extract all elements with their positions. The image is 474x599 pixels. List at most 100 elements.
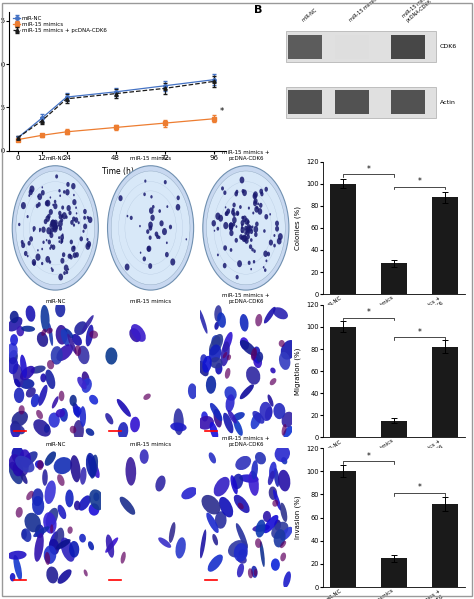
Ellipse shape xyxy=(281,340,297,359)
Ellipse shape xyxy=(225,386,237,401)
Ellipse shape xyxy=(267,395,273,407)
Ellipse shape xyxy=(211,335,221,347)
Circle shape xyxy=(66,182,70,187)
Ellipse shape xyxy=(41,305,50,332)
Circle shape xyxy=(70,220,73,225)
Circle shape xyxy=(71,183,75,189)
Ellipse shape xyxy=(252,411,264,423)
Circle shape xyxy=(247,229,250,234)
Ellipse shape xyxy=(89,395,98,404)
Circle shape xyxy=(176,204,180,210)
Ellipse shape xyxy=(264,307,276,323)
Circle shape xyxy=(232,208,235,212)
Ellipse shape xyxy=(82,315,94,333)
Ellipse shape xyxy=(58,505,66,519)
Ellipse shape xyxy=(158,537,171,548)
Y-axis label: Migration (%): Migration (%) xyxy=(294,347,301,395)
Circle shape xyxy=(150,195,153,198)
Ellipse shape xyxy=(253,346,260,356)
Circle shape xyxy=(264,268,266,272)
Text: miR-NC: miR-NC xyxy=(301,8,319,23)
Circle shape xyxy=(68,211,72,215)
Circle shape xyxy=(68,253,71,259)
Circle shape xyxy=(149,235,152,240)
Circle shape xyxy=(241,231,243,233)
Circle shape xyxy=(130,216,133,220)
Ellipse shape xyxy=(37,332,48,347)
Circle shape xyxy=(58,220,63,227)
Ellipse shape xyxy=(55,301,65,317)
Circle shape xyxy=(60,218,63,222)
Circle shape xyxy=(232,202,236,207)
Ellipse shape xyxy=(182,487,197,500)
Circle shape xyxy=(62,252,65,257)
Circle shape xyxy=(41,190,45,195)
Ellipse shape xyxy=(17,326,24,337)
Title: miR-15 mimics +
pcDNA-CDK6: miR-15 mimics + pcDNA-CDK6 xyxy=(222,436,270,447)
Circle shape xyxy=(50,231,52,234)
Ellipse shape xyxy=(215,511,227,529)
Ellipse shape xyxy=(42,469,48,486)
Circle shape xyxy=(249,244,252,249)
Bar xyxy=(330,471,356,587)
Ellipse shape xyxy=(35,524,44,538)
Ellipse shape xyxy=(9,350,18,364)
Circle shape xyxy=(158,235,161,239)
Ellipse shape xyxy=(251,413,261,429)
Ellipse shape xyxy=(8,357,18,374)
Circle shape xyxy=(46,227,51,234)
Bar xyxy=(381,263,407,294)
Ellipse shape xyxy=(57,474,64,486)
Bar xyxy=(335,35,369,59)
Circle shape xyxy=(125,264,129,271)
Circle shape xyxy=(60,235,64,240)
Ellipse shape xyxy=(210,403,222,421)
Circle shape xyxy=(75,252,79,258)
Ellipse shape xyxy=(253,354,262,368)
Ellipse shape xyxy=(278,470,291,491)
Ellipse shape xyxy=(228,410,237,423)
Circle shape xyxy=(156,235,159,239)
Ellipse shape xyxy=(44,546,56,564)
Circle shape xyxy=(27,255,28,258)
Ellipse shape xyxy=(269,462,277,479)
Legend: miR-NC, miR-15 mimics, miR-15 mimics + pcDNA-CDK6: miR-NC, miR-15 mimics, miR-15 mimics + p… xyxy=(12,15,108,34)
Circle shape xyxy=(45,201,49,206)
Circle shape xyxy=(58,240,60,243)
Ellipse shape xyxy=(283,426,293,438)
Ellipse shape xyxy=(70,426,76,434)
Circle shape xyxy=(250,238,253,242)
Circle shape xyxy=(146,246,150,252)
Ellipse shape xyxy=(46,328,53,334)
Circle shape xyxy=(143,256,146,261)
Circle shape xyxy=(61,214,64,218)
Ellipse shape xyxy=(64,328,73,338)
Ellipse shape xyxy=(82,371,90,386)
Ellipse shape xyxy=(49,539,59,555)
Circle shape xyxy=(50,228,54,233)
Circle shape xyxy=(170,258,175,265)
Circle shape xyxy=(118,195,123,201)
Circle shape xyxy=(246,234,250,239)
Ellipse shape xyxy=(88,541,94,550)
Circle shape xyxy=(255,222,259,226)
Ellipse shape xyxy=(199,309,208,334)
Ellipse shape xyxy=(210,422,218,440)
Ellipse shape xyxy=(270,378,276,385)
Circle shape xyxy=(165,252,169,258)
Circle shape xyxy=(65,270,68,274)
Ellipse shape xyxy=(83,570,88,576)
Circle shape xyxy=(70,240,73,244)
Circle shape xyxy=(52,226,55,230)
Ellipse shape xyxy=(251,348,257,361)
Ellipse shape xyxy=(73,403,80,418)
Circle shape xyxy=(146,229,149,234)
Circle shape xyxy=(241,223,243,227)
Ellipse shape xyxy=(265,407,273,420)
Circle shape xyxy=(148,222,153,228)
Text: miR-15 mimics: miR-15 mimics xyxy=(348,0,380,23)
Ellipse shape xyxy=(264,515,278,533)
Circle shape xyxy=(41,262,43,265)
Circle shape xyxy=(52,204,54,206)
Circle shape xyxy=(149,207,154,214)
